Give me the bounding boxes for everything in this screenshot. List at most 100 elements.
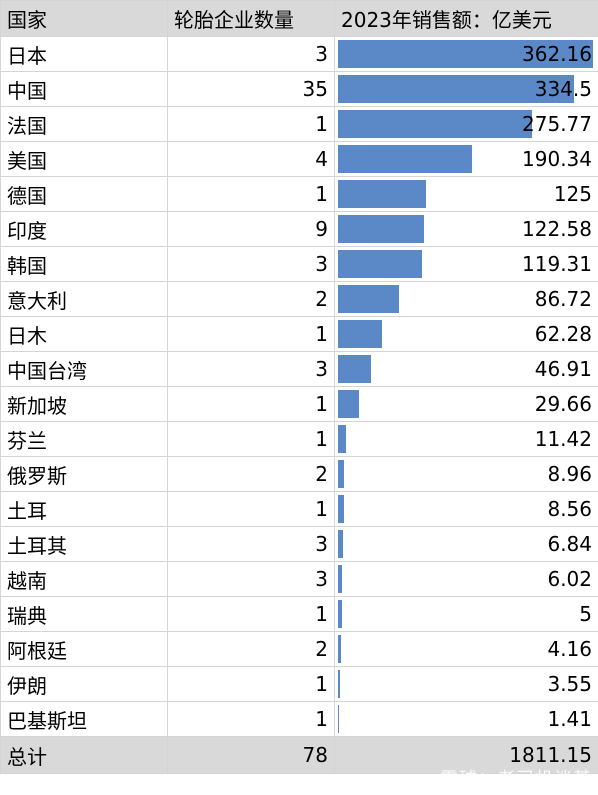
sales-data-bar bbox=[338, 215, 424, 243]
total-count: 78 bbox=[167, 736, 335, 774]
table-row: 越南 3 6.02 bbox=[0, 561, 598, 597]
table-row: 意大利 2 86.72 bbox=[0, 281, 598, 317]
company-count-cell: 1 bbox=[167, 666, 335, 702]
sales-value: 8.56 bbox=[547, 497, 592, 521]
sales-value: 46.91 bbox=[534, 357, 592, 381]
sales-value: 29.66 bbox=[534, 392, 592, 416]
country-cell: 日本 bbox=[0, 36, 168, 72]
sales-value: 8.96 bbox=[547, 462, 592, 486]
sales-cell: 8.96 bbox=[334, 456, 598, 492]
company-count-cell: 2 bbox=[167, 456, 335, 492]
table-row: 日本 3 362.16 bbox=[0, 36, 598, 72]
country-cell: 阿根廷 bbox=[0, 631, 168, 667]
sales-data-bar bbox=[338, 670, 340, 698]
sales-data-bar bbox=[338, 355, 371, 383]
table-row: 新加坡 1 29.66 bbox=[0, 386, 598, 422]
company-count-cell: 3 bbox=[167, 561, 335, 597]
company-count-cell: 2 bbox=[167, 281, 335, 317]
country-cell: 法国 bbox=[0, 106, 168, 142]
sales-data-bar bbox=[338, 285, 399, 313]
table-row: 日木 1 62.28 bbox=[0, 316, 598, 352]
country-cell: 中国台湾 bbox=[0, 351, 168, 387]
sales-value: 122.58 bbox=[522, 217, 592, 241]
sales-data-bar bbox=[338, 495, 344, 523]
sales-value: 275.77 bbox=[522, 112, 592, 136]
table-row: 俄罗斯 2 8.96 bbox=[0, 456, 598, 492]
sales-value: 125 bbox=[553, 182, 592, 206]
sales-cell: 5 bbox=[334, 596, 598, 632]
sales-cell: 362.16 bbox=[334, 36, 598, 72]
header-sales: 2023年销售额：亿美元 bbox=[334, 0, 598, 37]
company-count-cell: 2 bbox=[167, 631, 335, 667]
country-cell: 伊朗 bbox=[0, 666, 168, 702]
sales-value: 86.72 bbox=[534, 287, 592, 311]
company-count-cell: 9 bbox=[167, 211, 335, 247]
sales-value: 4.16 bbox=[547, 637, 592, 661]
country-cell: 韩国 bbox=[0, 246, 168, 282]
table-row: 韩国 3 119.31 bbox=[0, 246, 598, 282]
table-row: 伊朗 1 3.55 bbox=[0, 666, 598, 702]
country-cell: 土耳其 bbox=[0, 526, 168, 562]
sales-value: 3.55 bbox=[547, 672, 592, 696]
company-count-cell: 1 bbox=[167, 701, 335, 737]
country-cell: 美国 bbox=[0, 141, 168, 177]
company-count-cell: 3 bbox=[167, 526, 335, 562]
country-cell: 意大利 bbox=[0, 281, 168, 317]
sales-data-bar bbox=[338, 460, 344, 488]
sales-data-bar bbox=[338, 705, 339, 733]
sales-cell: 11.42 bbox=[334, 421, 598, 457]
sales-cell: 62.28 bbox=[334, 316, 598, 352]
sales-data-bar bbox=[338, 565, 342, 593]
sales-cell: 122.58 bbox=[334, 211, 598, 247]
sales-cell: 275.77 bbox=[334, 106, 598, 142]
sales-cell: 6.84 bbox=[334, 526, 598, 562]
country-cell: 德国 bbox=[0, 176, 168, 212]
company-count-cell: 4 bbox=[167, 141, 335, 177]
header-country: 国家 bbox=[0, 0, 168, 37]
sales-cell: 1.41 bbox=[334, 701, 598, 737]
company-count-cell: 1 bbox=[167, 176, 335, 212]
country-cell: 印度 bbox=[0, 211, 168, 247]
sales-value: 62.28 bbox=[534, 322, 592, 346]
country-cell: 日木 bbox=[0, 316, 168, 352]
company-count-cell: 3 bbox=[167, 36, 335, 72]
sales-data-bar bbox=[338, 40, 593, 68]
sales-cell: 46.91 bbox=[334, 351, 598, 387]
company-count-cell: 1 bbox=[167, 386, 335, 422]
header-row: 国家 轮胎企业数量 2023年销售额：亿美元 bbox=[0, 0, 598, 37]
sales-cell: 334.5 bbox=[334, 71, 598, 107]
table-row: 阿根廷 2 4.16 bbox=[0, 631, 598, 667]
sales-data-bar bbox=[338, 390, 359, 418]
sales-cell: 125 bbox=[334, 176, 598, 212]
header-company-count: 轮胎企业数量 bbox=[167, 0, 335, 37]
sales-value: 362.16 bbox=[522, 42, 592, 66]
table-row: 瑞典 1 5 bbox=[0, 596, 598, 632]
table-row: 芬兰 1 11.42 bbox=[0, 421, 598, 457]
company-count-cell: 1 bbox=[167, 421, 335, 457]
sales-cell: 119.31 bbox=[334, 246, 598, 282]
country-cell: 越南 bbox=[0, 561, 168, 597]
sales-value: 5 bbox=[579, 602, 592, 626]
company-count-cell: 3 bbox=[167, 351, 335, 387]
total-label: 总计 bbox=[0, 736, 168, 774]
sales-value: 334.5 bbox=[534, 77, 592, 101]
table-row: 德国 1 125 bbox=[0, 176, 598, 212]
table-row: 巴基斯坦 1 1.41 bbox=[0, 701, 598, 737]
table-row: 土耳其 3 6.84 bbox=[0, 526, 598, 562]
sales-value: 190.34 bbox=[522, 147, 592, 171]
sales-data-bar bbox=[338, 145, 472, 173]
country-cell: 俄罗斯 bbox=[0, 456, 168, 492]
table-row: 中国 35 334.5 bbox=[0, 71, 598, 107]
sales-data-bar bbox=[338, 530, 343, 558]
company-count-cell: 1 bbox=[167, 316, 335, 352]
sales-data-bar bbox=[338, 600, 342, 628]
table-row: 美国 4 190.34 bbox=[0, 141, 598, 177]
country-cell: 芬兰 bbox=[0, 421, 168, 457]
company-count-cell: 1 bbox=[167, 491, 335, 527]
total-sales: 1811.15 bbox=[334, 736, 598, 774]
country-cell: 土耳 bbox=[0, 491, 168, 527]
company-count-cell: 3 bbox=[167, 246, 335, 282]
sales-data-bar bbox=[338, 180, 426, 208]
sales-value: 11.42 bbox=[534, 427, 592, 451]
sales-cell: 6.02 bbox=[334, 561, 598, 597]
